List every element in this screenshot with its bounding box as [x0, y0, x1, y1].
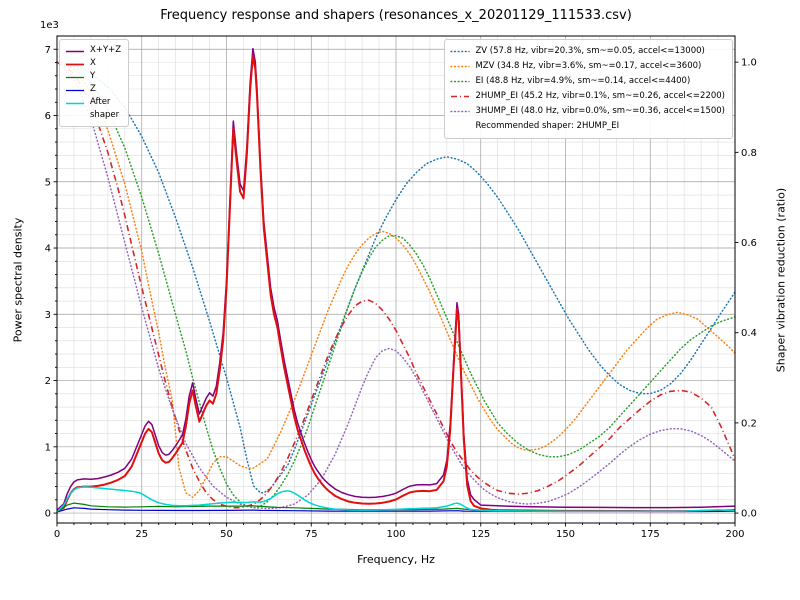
legend-entry: Y — [65, 70, 121, 83]
svg-text:0: 0 — [54, 529, 60, 540]
svg-text:5: 5 — [45, 177, 51, 188]
y-axis-right-label: Shaper vibration reduction (ratio) — [774, 187, 788, 373]
svg-text:0.6: 0.6 — [741, 238, 757, 249]
svg-text:2: 2 — [45, 376, 51, 387]
legend-entry-label: EI (48.8 Hz, vibr=4.9%, sm~=0.14, accel<… — [475, 76, 691, 86]
svg-text:150: 150 — [556, 529, 575, 540]
series-x — [56, 54, 736, 513]
legend-entry: 3HUMP_EI (48.0 Hz, vibr=0.0%, sm~=0.36, … — [450, 104, 725, 119]
legend-entry-label: X+Y+Z — [90, 45, 122, 55]
svg-text:100: 100 — [386, 529, 405, 540]
series-3hump-ei — [56, 61, 736, 510]
series-ei — [56, 61, 736, 509]
legend-entry: After shaper — [65, 96, 121, 122]
legend-line-sample — [66, 89, 84, 92]
legend-line-sample — [66, 76, 84, 79]
x-axis-label: Frequency, Hz — [357, 553, 435, 566]
svg-text:7: 7 — [45, 45, 51, 56]
legend-line-sample — [450, 80, 471, 83]
legend-entry-label: MZV (34.8 Hz, vibr=3.6%, sm~=0.17, accel… — [475, 61, 702, 71]
svg-text:1.0: 1.0 — [741, 58, 757, 69]
series-after-shaper — [56, 486, 736, 513]
axis-ticks — [53, 48, 739, 527]
legend-entry-label: ZV (57.8 Hz, vibr=20.3%, sm~=0.05, accel… — [475, 46, 705, 56]
shaper-legend: ZV (57.8 Hz, vibr=20.3%, sm~=0.05, accel… — [444, 39, 733, 139]
legend-entry-label: Z — [90, 84, 96, 94]
svg-text:6: 6 — [45, 111, 51, 122]
svg-text:200: 200 — [725, 529, 744, 540]
legend-entry-label: 3HUMP_EI (48.0 Hz, vibr=0.0%, sm~=0.36, … — [475, 106, 725, 116]
recommended-shaper-text: Recommended shaper: 2HUMP_EI — [475, 121, 620, 131]
legend-entry: X — [65, 57, 121, 70]
legend-entry: MZV (34.8 Hz, vibr=3.6%, sm~=0.17, accel… — [450, 59, 725, 74]
tick-labels: 0 25 50 75 100 125 150 175 200 0 1 2 3 4 5 6 7 0.0 0.2 0.4 0… — [45, 45, 757, 540]
svg-text:75: 75 — [305, 529, 318, 540]
legend-entry: ZV (57.8 Hz, vibr=20.3%, sm~=0.05, accel… — [450, 44, 725, 59]
svg-text:4: 4 — [45, 244, 51, 255]
svg-text:0: 0 — [45, 509, 51, 520]
chart-title: Frequency response and shapers (resonanc… — [160, 8, 632, 23]
legend-entry-label: 2HUMP_EI (45.2 Hz, vibr=0.1%, sm~=0.26, … — [475, 91, 725, 101]
series-mzv — [56, 61, 736, 499]
series-zv — [56, 61, 736, 494]
svg-text:0.2: 0.2 — [741, 418, 757, 429]
svg-text:125: 125 — [471, 529, 490, 540]
svg-text:0.4: 0.4 — [741, 328, 757, 339]
legend-line-sample — [451, 95, 470, 98]
legend-entry: X+Y+Z — [65, 44, 121, 57]
series-2hump-ei — [56, 61, 736, 509]
legend-line-sample — [66, 63, 84, 66]
svg-text:0.8: 0.8 — [741, 148, 757, 159]
svg-text:25: 25 — [135, 529, 148, 540]
legend-line-sample — [450, 110, 471, 113]
legend-line-sample — [450, 50, 471, 53]
legend-entry: 2HUMP_EI (45.2 Hz, vibr=0.1%, sm~=0.26, … — [450, 89, 725, 104]
legend-entry-label: After shaper — [90, 97, 120, 120]
y-axis-left-label: Power spectral density — [11, 217, 25, 343]
svg-text:3: 3 — [45, 310, 51, 321]
legend-line-sample — [66, 102, 84, 105]
svg-text:1: 1 — [45, 442, 51, 453]
legend-entry-label: Y — [90, 71, 96, 81]
legend-line-sample — [66, 50, 84, 53]
svg-text:175: 175 — [641, 529, 660, 540]
svg-text:0.0: 0.0 — [741, 509, 757, 520]
svg-text:50: 50 — [220, 529, 233, 540]
y-axis-offset-label: 1e3 — [40, 20, 59, 31]
legend-entry-label: X — [90, 58, 96, 68]
legend-entry: Z — [65, 83, 121, 96]
legend-entry: EI (48.8 Hz, vibr=4.9%, sm~=0.14, accel<… — [450, 74, 725, 89]
legend-line-sample — [450, 65, 471, 68]
psd-legend: X+Y+Z X Y Z After shaper — [59, 39, 130, 127]
